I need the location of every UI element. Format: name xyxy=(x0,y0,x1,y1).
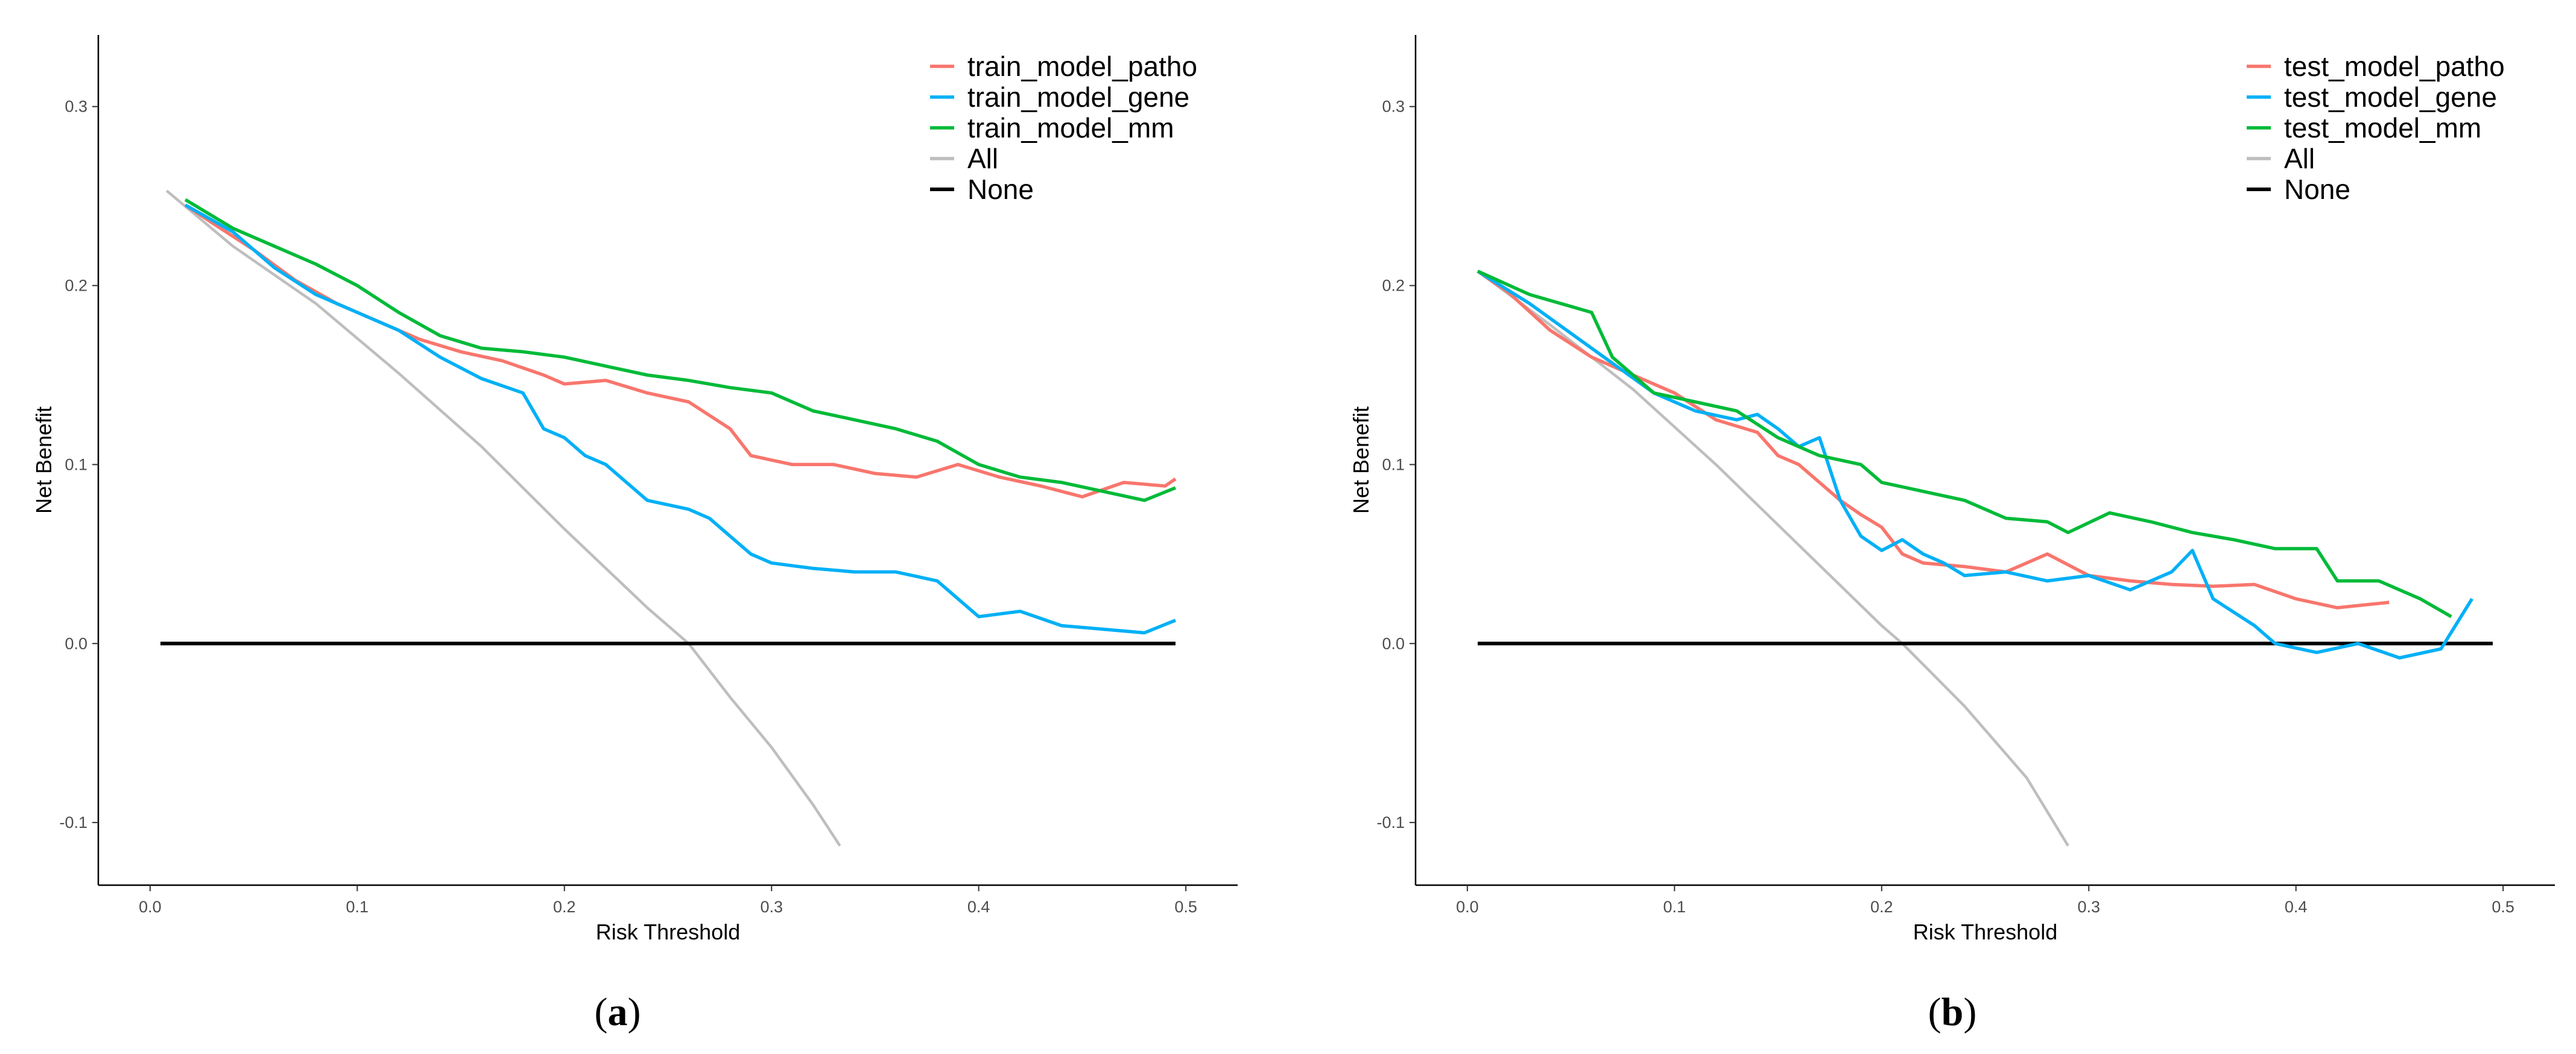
y-tick-label: 0.1 xyxy=(65,455,87,473)
x-tick-label: 0.4 xyxy=(2285,898,2308,916)
x-tick-label: 0.1 xyxy=(1663,898,1686,916)
y-tick-label: 0.3 xyxy=(65,98,87,116)
series-line-train-model-gene xyxy=(184,203,1177,635)
panel-label: (b) xyxy=(1928,990,1977,1034)
x-tick-label: 0.2 xyxy=(553,898,576,916)
y-axis-title: Net Benefit xyxy=(31,406,56,514)
panel-b: -0.1 0.0 0.1 0.2 0.3 0.0 0.1 0.2 0.3 0.4 0.5 Risk T… xyxy=(1349,35,2555,1034)
x-tick-label: 0.2 xyxy=(1870,898,1893,916)
x-tick-label: 0.0 xyxy=(139,898,162,916)
x-tick-label: 0.3 xyxy=(760,898,783,916)
x-tick-label: 0.5 xyxy=(1174,898,1197,916)
y-tick-label: 0.0 xyxy=(1382,634,1405,652)
y-tick-label: 0.2 xyxy=(1382,277,1405,295)
y-tick-label: 0.1 xyxy=(1382,455,1405,473)
y-tick-label: -0.1 xyxy=(1376,813,1405,832)
x-tick-label: 0.4 xyxy=(967,898,990,916)
legend-label-none: None xyxy=(967,174,1034,205)
legend-label-train-model-patho: train_model_patho xyxy=(967,51,1197,82)
legend-label-train-model-mm: train_model_mm xyxy=(967,112,1174,144)
y-axis-title: Net Benefit xyxy=(1349,406,1373,514)
series-line-all xyxy=(1476,270,2069,847)
panel-a: -0.1 0.0 0.1 0.2 0.3 0.0 0.1 0.2 0.3 0.4 0.5 Risk T… xyxy=(31,35,1238,1034)
y-tick-label: 0.2 xyxy=(65,277,87,295)
panel-label: (a) xyxy=(595,990,641,1034)
series-line-test-model-mm xyxy=(1476,270,2452,619)
x-tick-label: 0.5 xyxy=(2492,898,2514,916)
y-tick-label: 0.0 xyxy=(65,634,87,652)
x-tick-label: 0.0 xyxy=(1456,898,1479,916)
legend-label-test-model-mm: test_model_mm xyxy=(2284,112,2481,144)
series-line-train-model-patho xyxy=(184,203,1177,499)
series-line-train-model-mm xyxy=(184,198,1177,502)
y-tick-label: 0.3 xyxy=(1382,98,1405,116)
series-line-all xyxy=(165,189,841,847)
x-tick-label: 0.3 xyxy=(2077,898,2100,916)
series-line-test-model-patho xyxy=(1476,270,2390,610)
legend-label-test-model-gene: test_model_gene xyxy=(2284,81,2497,113)
series-line-test-model-gene xyxy=(1476,270,2473,660)
legend-label-all: All xyxy=(967,143,998,174)
x-axis-title: Risk Threshold xyxy=(596,920,740,944)
legend-label-test-model-patho: test_model_patho xyxy=(2284,51,2505,82)
legend-label-all: All xyxy=(2284,143,2315,174)
legend-label-train-model-gene: train_model_gene xyxy=(967,81,1189,113)
x-axis-title: Risk Threshold xyxy=(1913,920,2057,944)
y-tick-label: -0.1 xyxy=(59,813,87,832)
legend-label-none: None xyxy=(2284,174,2350,205)
x-tick-label: 0.1 xyxy=(346,898,369,916)
